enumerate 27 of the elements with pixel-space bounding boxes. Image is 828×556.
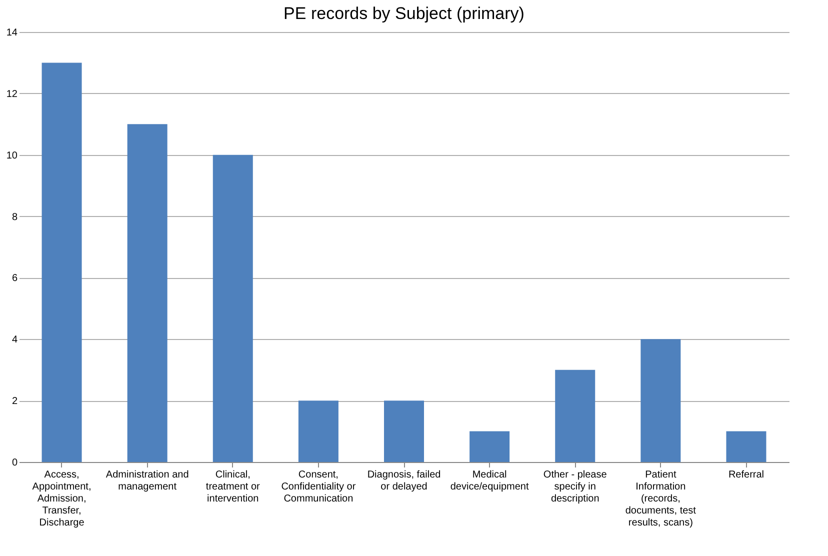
bar bbox=[384, 400, 424, 462]
y-tick-label: 4 bbox=[12, 334, 18, 346]
bar bbox=[640, 339, 681, 462]
chart-title: PE records by Subject (primary) bbox=[284, 4, 524, 23]
y-tick-label: 12 bbox=[6, 88, 18, 100]
x-tick-label: Other - please specify in description bbox=[543, 470, 608, 504]
y-tick-label: 6 bbox=[12, 273, 18, 284]
bar bbox=[42, 62, 82, 462]
y-tick-label: 0 bbox=[12, 458, 18, 468]
y-tick-label: 14 bbox=[6, 28, 18, 38]
bar bbox=[127, 124, 168, 462]
y-tick-label: 10 bbox=[6, 150, 18, 162]
x-tick-label: Administration and management bbox=[106, 470, 189, 492]
x-tick-label: Medical device/equipment bbox=[450, 470, 529, 492]
bar bbox=[726, 431, 766, 462]
bar bbox=[212, 154, 253, 462]
bar bbox=[470, 431, 510, 462]
x-tick-label: Patient Information (records, documents, test results, scans) bbox=[625, 470, 696, 528]
y-tick-label: 2 bbox=[12, 396, 18, 408]
x-tick-label: Diagnosis, failed or delayed bbox=[367, 470, 441, 492]
x-tick-label: Consent, Confidentiality or Communication bbox=[281, 470, 356, 504]
x-tick-label: Access, Appointment, Admission, Transfer, Discharge bbox=[32, 470, 92, 528]
bar bbox=[555, 370, 596, 462]
bar bbox=[298, 400, 338, 462]
y-tick-label: 8 bbox=[12, 212, 18, 223]
x-tick-label: Referral bbox=[728, 470, 764, 480]
x-tick-label: Clinical, treatment or intervention bbox=[206, 470, 261, 504]
